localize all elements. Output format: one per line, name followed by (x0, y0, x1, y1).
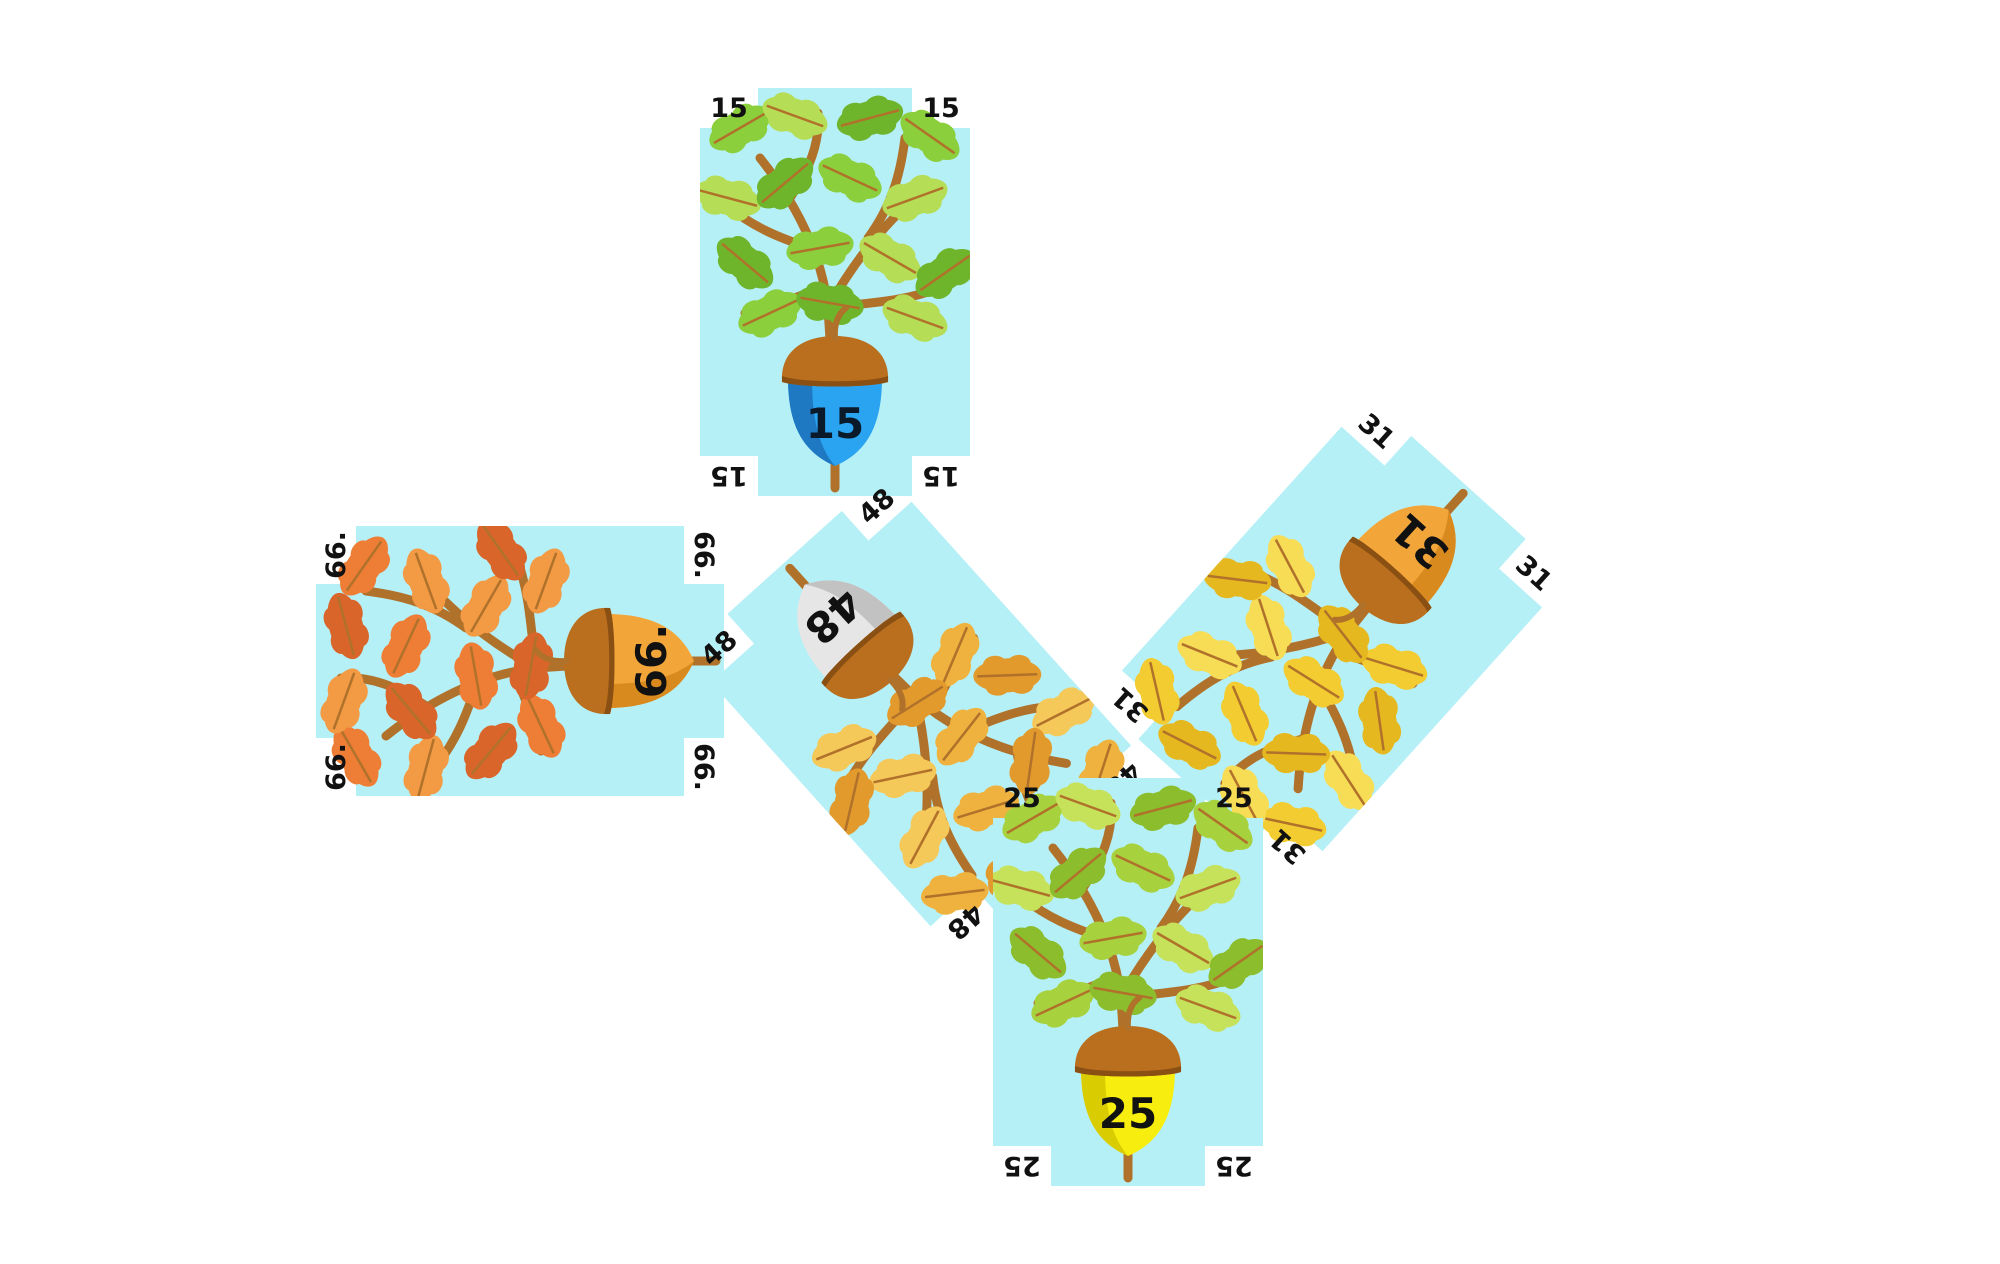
card-25-corner-bottom-left: 25 (1003, 1150, 1041, 1182)
card-15-corner-bottom-right: 15 (922, 460, 960, 492)
card-66[interactable]: 66. 66. 66. 66. 66. (316, 526, 724, 796)
card-25-art (993, 778, 1263, 1186)
card-15-corner-bottom-left: 15 (710, 460, 748, 492)
card-15-corner-top-right: 15 (922, 92, 960, 124)
card-25[interactable]: 25 25 25 25 25 (993, 778, 1263, 1186)
card-25-corner-bottom-right: 25 (1215, 1150, 1253, 1182)
card-15[interactable]: 15 15 15 15 15 (700, 88, 970, 496)
card-66-corner-top-right: 66. (320, 531, 352, 579)
card-31-art (1121, 426, 1543, 852)
card-66-corner-bottom-left: 66. (688, 743, 720, 791)
card-31[interactable]: 31 31 31 31 31 (1095, 397, 1569, 881)
card-15-acorn-value: 15 (805, 399, 865, 448)
card-66-corner-bottom-right: 66. (688, 531, 720, 579)
card-25-acorn-value: 25 (1098, 1089, 1158, 1138)
card-15-corner-top-left: 15 (710, 92, 748, 124)
card-15-art (700, 88, 970, 496)
card-66-acorn-value: 66. (627, 623, 676, 699)
card-25-corner-top-left: 25 (1003, 782, 1041, 814)
card-25-corner-top-right: 25 (1215, 782, 1253, 814)
card-66-art (316, 526, 724, 796)
card-66-corner-top-left: 66. (320, 743, 352, 791)
